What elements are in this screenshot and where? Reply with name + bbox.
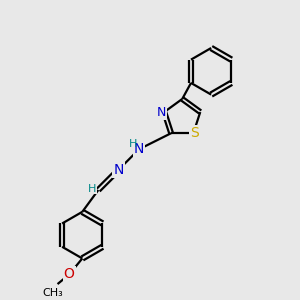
Text: S: S (190, 126, 199, 140)
Text: CH₃: CH₃ (43, 288, 64, 298)
Text: N: N (113, 163, 124, 177)
Text: O: O (64, 268, 75, 281)
Text: H: H (88, 184, 96, 194)
Text: H: H (129, 139, 137, 149)
Text: N: N (157, 106, 166, 118)
Text: N: N (134, 142, 144, 156)
